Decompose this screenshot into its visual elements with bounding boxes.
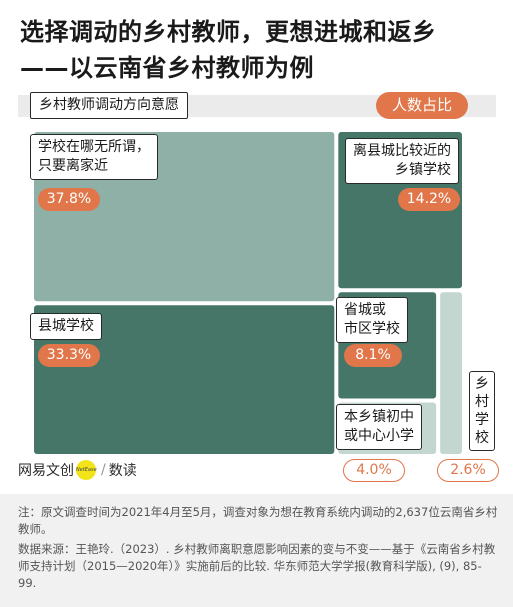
label-village-school: 乡 村 学 校 xyxy=(469,371,495,451)
value-village-school: 2.6% xyxy=(437,459,499,482)
title-line-1: 选择调动的乡村教师，更想进城和返乡 xyxy=(20,18,437,46)
title-line-2: ——以云南省乡村教师为例 xyxy=(20,54,314,82)
logo-divider: / xyxy=(101,462,106,478)
value-city-school: 8.1% xyxy=(344,344,402,367)
footnote: 注：原文调查时间为2021年4月至5月，调查对象为想在教育系统内调动的2,637… xyxy=(18,505,498,536)
footnote-area: 注：原文调查时间为2021年4月至5月，调查对象为想在教育系统内调动的2,637… xyxy=(0,494,513,607)
value-near-county: 14.2% xyxy=(398,188,460,211)
label-near-county: 离县城比较近的 乡镇学校 xyxy=(345,138,459,184)
tile-county-school xyxy=(34,305,335,454)
source-note: 数据来源：王艳玲.（2023）. 乡村教师离职意愿影响因素的变与不变——基于《云… xyxy=(18,542,496,590)
value-local-town: 4.0% xyxy=(343,459,405,482)
tile-village-school xyxy=(440,292,462,454)
value-near-home: 37.8% xyxy=(38,188,100,211)
value-county-school: 33.3% xyxy=(38,344,100,367)
label-near-home: 学校在哪无所谓， 只要离家近 xyxy=(30,134,158,180)
label-city-school: 省城或 市区学校 xyxy=(336,297,408,343)
chart-subtitle: 乡村教师调动方向意愿 xyxy=(30,92,188,119)
logo-subtext: 数读 xyxy=(108,463,137,479)
logo-text: 网易文创 xyxy=(18,463,74,479)
logo-badge: NetEase xyxy=(76,460,97,480)
value-header: 人数占比 xyxy=(376,92,468,119)
brand-logo: 网易文创 NetEase / 数读 xyxy=(18,458,137,482)
label-county-school: 县城学校 xyxy=(30,313,102,340)
chart-title: 选择调动的乡村教师，更想进城和返乡 ——以云南省乡村教师为例 xyxy=(20,14,500,86)
label-local-town: 本乡镇初中 或中心小学 xyxy=(336,404,422,450)
